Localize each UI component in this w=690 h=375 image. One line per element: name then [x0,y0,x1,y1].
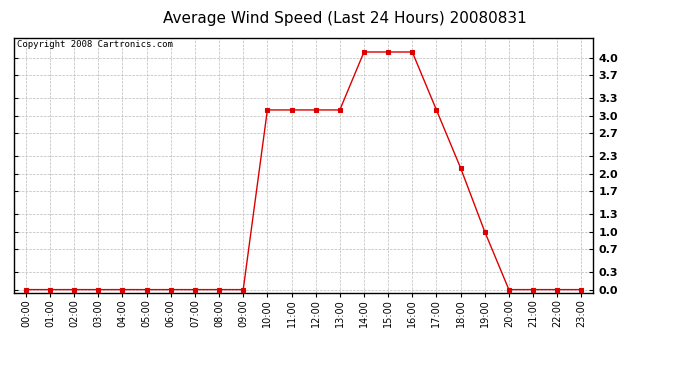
Text: Copyright 2008 Cartronics.com: Copyright 2008 Cartronics.com [17,40,172,49]
Text: Average Wind Speed (Last 24 Hours) 20080831: Average Wind Speed (Last 24 Hours) 20080… [163,11,527,26]
